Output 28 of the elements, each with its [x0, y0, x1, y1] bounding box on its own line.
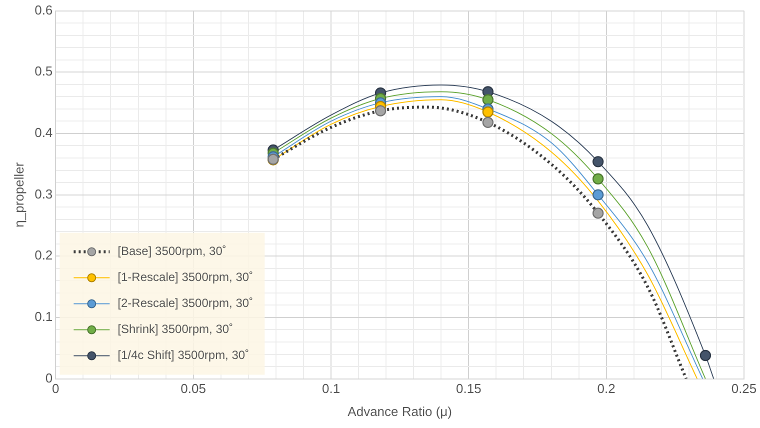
y-tick-label: 0.6 [34, 2, 53, 18]
x-axis-title: Advance Ratio (μ) [348, 404, 452, 419]
y-tick-label: 0.4 [34, 125, 53, 140]
x-tick-label: 0.15 [456, 381, 482, 396]
point [482, 94, 494, 106]
y-tick-label: 0.2 [34, 248, 53, 263]
legend-label: [Shrink] 3500rpm, 30˚ [118, 322, 234, 336]
y-tick-label: 0.1 [34, 309, 53, 324]
y-tick-label: 0.3 [34, 186, 53, 202]
point [482, 106, 494, 118]
point [592, 208, 604, 219]
x-tick-label: 0.1 [322, 381, 340, 396]
point [592, 156, 604, 168]
y-tick-label: 0 [45, 370, 53, 386]
point [374, 105, 386, 116]
point [700, 350, 712, 362]
point [592, 173, 604, 184]
x-tick-label: 0.25 [731, 381, 757, 396]
x-tick-label: 0.2 [597, 381, 616, 396]
point [592, 189, 604, 200]
point [482, 116, 494, 128]
legend-label: [Base] 3500rpm, 30˚ [118, 244, 226, 258]
legend-label: [2-Rescale] 3500rpm, 30˚ [118, 296, 254, 310]
x-tick-label: 0.05 [180, 381, 206, 396]
legend-label: [1-Rescale] 3500rpm, 30˚ [118, 270, 254, 284]
y-axis-title: η_propeller [11, 162, 26, 228]
y-tick-label: 0.5 [34, 64, 53, 79]
legend-label: [1/4c Shift] 3500rpm, 30˚ [118, 348, 250, 362]
